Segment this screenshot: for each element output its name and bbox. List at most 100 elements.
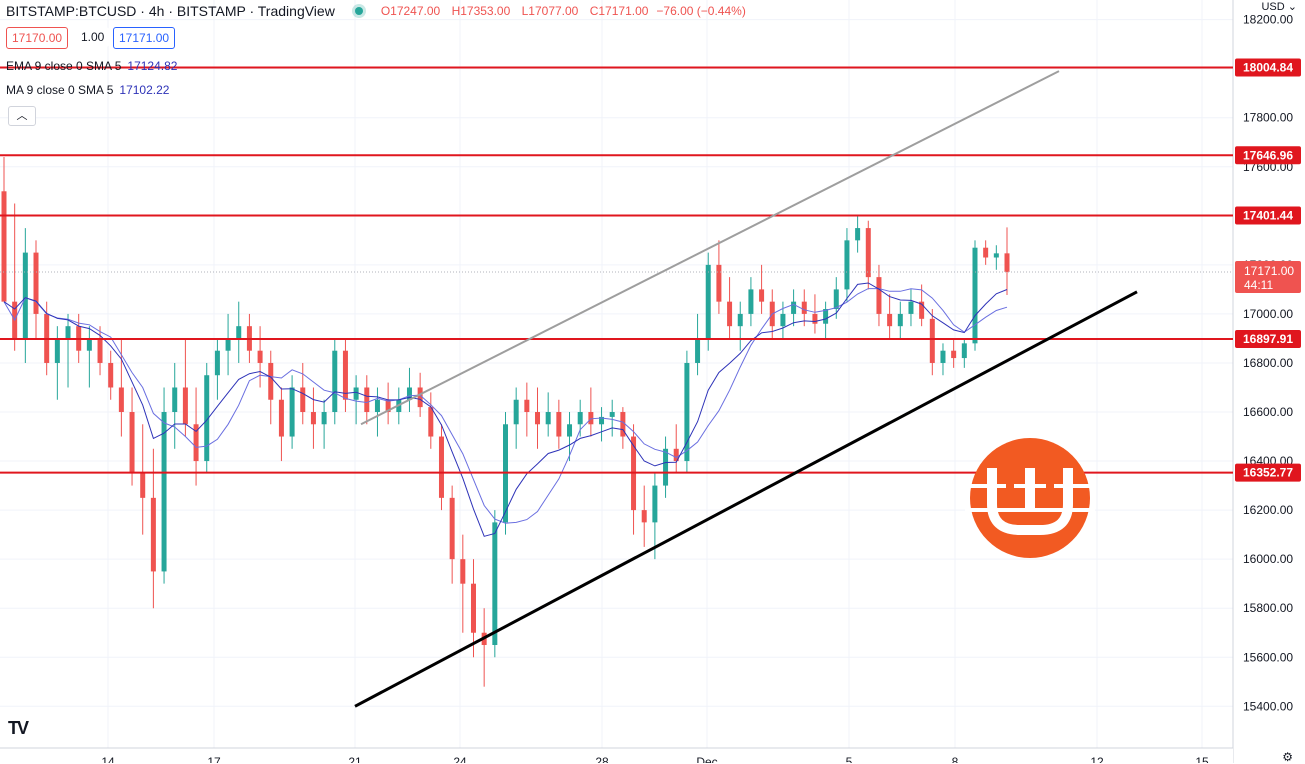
candle-body[interactable] <box>641 510 647 523</box>
candle-body[interactable] <box>716 264 722 302</box>
channel-trendline[interactable] <box>360 70 1060 426</box>
candle-body[interactable] <box>801 301 807 314</box>
candle-body[interactable] <box>865 228 871 278</box>
candle-body[interactable] <box>599 416 605 425</box>
candle-body[interactable] <box>929 318 935 363</box>
candle-body[interactable] <box>577 412 583 425</box>
candle-body[interactable] <box>951 350 957 359</box>
candle-body[interactable] <box>278 399 284 437</box>
candle-body[interactable] <box>129 412 135 474</box>
collapse-legend-button[interactable]: ︿ <box>8 106 36 126</box>
candle-body[interactable] <box>236 326 242 339</box>
candle-body[interactable] <box>268 362 274 400</box>
candle-body[interactable] <box>663 448 669 486</box>
candle-body[interactable] <box>855 228 861 241</box>
candle-body[interactable] <box>620 412 626 437</box>
candle-body[interactable] <box>556 412 562 437</box>
candle-body[interactable] <box>310 412 316 425</box>
candle-body[interactable] <box>513 399 519 425</box>
candle-body[interactable] <box>417 387 423 408</box>
ohlc-close: C17171.00 <box>589 4 649 18</box>
candle-body[interactable] <box>727 301 733 327</box>
currency-selector[interactable]: USD ⌄ <box>1261 0 1297 13</box>
candle-body[interactable] <box>374 399 380 413</box>
candle-body[interactable] <box>225 338 231 351</box>
candle-body[interactable] <box>97 338 103 363</box>
candle-body[interactable] <box>193 424 199 462</box>
candle-body[interactable] <box>342 350 348 400</box>
candle-body[interactable] <box>567 424 573 437</box>
candle-body[interactable] <box>705 264 711 339</box>
candle-body[interactable] <box>65 326 71 339</box>
candle-body[interactable] <box>833 289 839 310</box>
candle-body[interactable] <box>972 247 978 344</box>
x-tick-label: 5 <box>846 755 853 763</box>
candle-body[interactable] <box>759 289 765 302</box>
candle-body[interactable] <box>321 412 327 425</box>
candle-body[interactable] <box>588 412 594 425</box>
candle-body[interactable] <box>993 253 999 258</box>
candle-body[interactable] <box>748 289 754 314</box>
candle-body[interactable] <box>470 583 476 633</box>
candle-body[interactable] <box>684 362 690 462</box>
candle-body[interactable] <box>609 412 615 417</box>
candle-body[interactable] <box>385 399 391 413</box>
candle-body[interactable] <box>844 240 850 290</box>
candle-body[interactable] <box>86 338 92 351</box>
candle-body[interactable] <box>438 436 444 498</box>
candle-body[interactable] <box>54 338 60 363</box>
ema-indicator-legend[interactable]: EMA 9 close 0 SMA 5 17124.82 <box>6 59 177 73</box>
candle-body[interactable] <box>300 387 306 413</box>
candle-body[interactable] <box>460 559 466 584</box>
symbol-title[interactable]: BITSTAMP:BTCUSD · 4h · BITSTAMP · Tradin… <box>6 3 335 19</box>
candle-body[interactable] <box>108 362 114 388</box>
candle-body[interactable] <box>161 412 167 572</box>
candle-body[interactable] <box>535 412 541 425</box>
candle-body[interactable] <box>449 497 455 560</box>
candle-body[interactable] <box>695 338 701 363</box>
candle-body[interactable] <box>876 277 882 314</box>
candle-body[interactable] <box>332 350 338 413</box>
candle-body[interactable] <box>140 473 146 498</box>
candle-body[interactable] <box>545 412 551 425</box>
support-trendline[interactable] <box>354 290 1138 708</box>
candle-body[interactable] <box>214 350 220 376</box>
candle-body[interactable] <box>812 313 818 324</box>
gear-icon[interactable]: ⚙ <box>1282 750 1293 764</box>
candle-body[interactable] <box>737 313 743 327</box>
candle-body[interactable] <box>1004 253 1010 272</box>
candle-body[interactable] <box>257 350 263 363</box>
candle-body[interactable] <box>791 301 797 314</box>
sell-price-button[interactable]: 17170.00 <box>6 27 69 49</box>
candle-body[interactable] <box>908 301 914 314</box>
candle-body[interactable] <box>204 375 210 462</box>
candle-body[interactable] <box>406 387 412 400</box>
candle-body[interactable] <box>524 399 530 413</box>
candle-body[interactable] <box>33 252 39 314</box>
candle-body[interactable] <box>364 387 370 413</box>
candle-body[interactable] <box>118 387 124 413</box>
candle-body[interactable] <box>150 497 156 572</box>
candle-body[interactable] <box>919 301 925 319</box>
candle-body[interactable] <box>961 343 967 359</box>
candle-body[interactable] <box>428 407 434 437</box>
candle-body[interactable] <box>652 485 658 523</box>
candle-body[interactable] <box>897 313 903 327</box>
tradingview-logo-icon[interactable]: TV <box>8 718 29 738</box>
candle-body[interactable] <box>983 247 989 258</box>
candle-body[interactable] <box>780 313 786 327</box>
candle-body[interactable] <box>1 191 7 302</box>
candle-body[interactable] <box>182 387 188 425</box>
candle-body[interactable] <box>289 387 295 437</box>
candle-body[interactable] <box>940 350 946 363</box>
candle-body[interactable] <box>887 313 893 327</box>
candle-body[interactable] <box>22 252 28 339</box>
candle-body[interactable] <box>673 448 679 462</box>
candle-body[interactable] <box>492 522 498 645</box>
candle-body[interactable] <box>823 309 829 324</box>
ma-indicator-legend[interactable]: MA 9 close 0 SMA 5 17102.22 <box>6 83 169 97</box>
candle-body[interactable] <box>353 387 359 400</box>
candle-body[interactable] <box>172 387 178 413</box>
buy-price-button[interactable]: 17171.00 <box>113 27 176 49</box>
